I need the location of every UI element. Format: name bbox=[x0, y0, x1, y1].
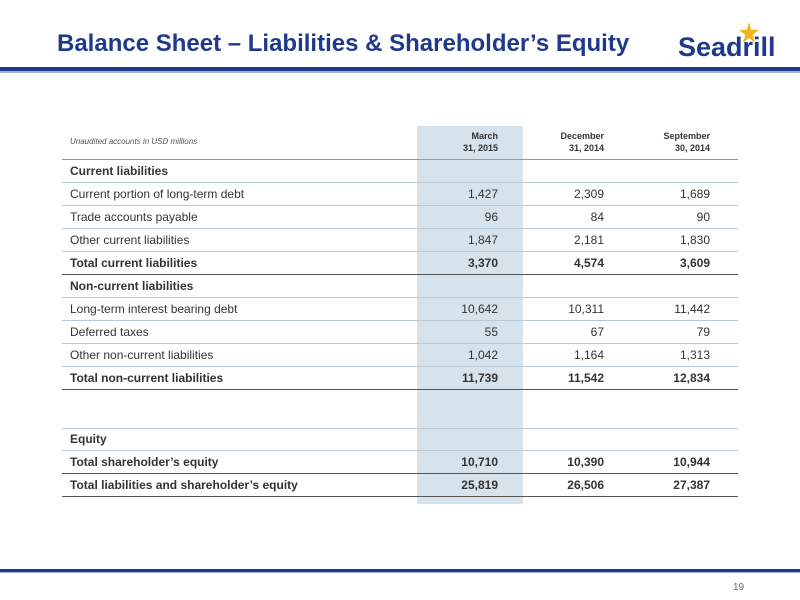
table-row-total: Total non-current liabilities 11,739 11,… bbox=[62, 367, 738, 390]
logo-text: Seadrill bbox=[678, 32, 776, 62]
table-row: Other non-current liabilities 1,042 1,16… bbox=[62, 344, 738, 367]
current-period-highlight bbox=[417, 126, 523, 504]
header-rule-thin bbox=[0, 71, 800, 73]
column-header-december-2014: December 31, 2014 bbox=[560, 131, 604, 153]
footer-rule bbox=[0, 569, 800, 572]
table-row-total: Total current liabilities 3,370 4,574 3,… bbox=[62, 252, 738, 275]
units-note: Unaudited accounts in USD millions bbox=[70, 137, 198, 146]
table-row: Non-current liabilities bbox=[62, 275, 738, 298]
table-row: Trade accounts payable 96 84 90 bbox=[62, 206, 738, 229]
table-row: Deferred taxes 55 67 79 bbox=[62, 321, 738, 344]
page-number: 19 bbox=[733, 582, 745, 593]
table-spacer-row bbox=[62, 390, 738, 429]
header-rule bbox=[0, 67, 800, 71]
table-row-total: Total liabilities and shareholder’s equi… bbox=[62, 474, 738, 497]
column-header-september-2014: September 30, 2014 bbox=[663, 131, 710, 153]
table-row: Current liabilities bbox=[62, 160, 738, 183]
page-title: Balance Sheet – Liabilities & Shareholde… bbox=[57, 30, 630, 57]
star-icon bbox=[739, 22, 759, 43]
table-row: Current portion of long-term debt 1,427 … bbox=[62, 183, 738, 206]
column-header-march-2015: March 31, 2015 bbox=[462, 131, 498, 153]
seadrill-logo: Seadrill bbox=[676, 22, 786, 62]
table-header: Unaudited accounts in USD millions March… bbox=[62, 126, 738, 160]
table-row: Long-term interest bearing debt 10,642 1… bbox=[62, 298, 738, 321]
table-row: Equity bbox=[62, 429, 738, 451]
footer-rule-thin bbox=[0, 572, 800, 573]
table-row-total: Total shareholder’s equity 10,710 10,390… bbox=[62, 451, 738, 474]
balance-sheet-table: Unaudited accounts in USD millions March… bbox=[62, 126, 738, 497]
table-row: Other current liabilities 1,847 2,181 1,… bbox=[62, 229, 738, 252]
